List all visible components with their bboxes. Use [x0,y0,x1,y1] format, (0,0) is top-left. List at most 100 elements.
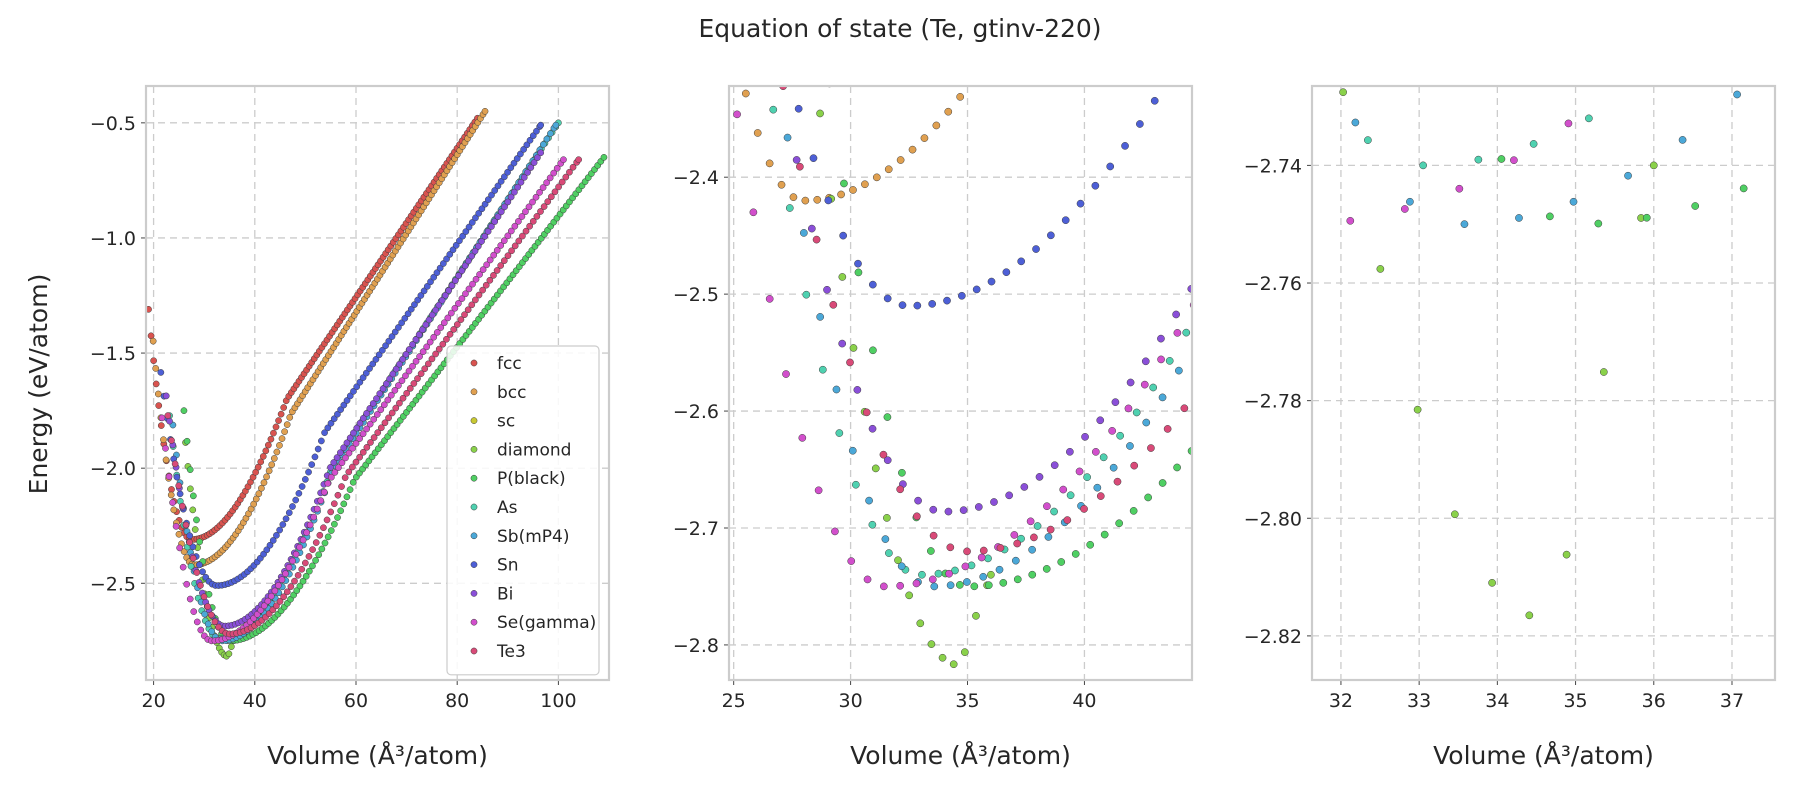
point-sb-mp4- [1678,136,1687,144]
point-sn [330,415,338,423]
point-diamond [972,611,980,620]
point-sn [346,392,354,400]
point-se-gamma- [511,222,519,230]
point-sn [298,483,306,490]
point-p-black- [898,468,906,477]
x-tick-label: 40 [243,690,267,712]
point-sn [913,301,922,310]
x-tick-label: 20 [141,690,165,712]
point-p-black- [180,407,188,414]
point-sn [196,561,203,569]
point-bi [359,414,367,422]
point-se-gamma- [1091,448,1100,456]
point-sn [462,228,470,235]
point-as [1182,328,1191,337]
point-bcc [872,173,881,182]
point-sn [465,223,473,231]
point-bi [807,224,816,233]
point-p-black- [1739,184,1748,193]
point-as [1050,507,1058,516]
point-se-gamma- [190,608,198,615]
point-te3 [963,547,971,556]
point-se-gamma- [384,396,392,404]
point-se-gamma- [303,529,311,536]
point-te3 [1080,505,1088,513]
x-tick-label: 35 [1563,690,1587,712]
point-se-gamma- [165,473,173,480]
point-te3 [829,300,838,309]
point-bi [959,506,968,514]
point-as [1165,357,1174,365]
point-sn [301,476,309,483]
point-sn [1047,231,1055,240]
x-tick-label: 35 [955,690,979,712]
point-fcc [157,422,165,429]
point-sn [456,237,463,245]
point-as [1116,431,1125,440]
point-fcc [265,441,272,449]
point-diamond [927,640,936,648]
point-as [934,569,943,578]
point-sn [295,490,303,497]
point-sn [854,259,862,268]
point-bcc [861,180,869,189]
point-sn [507,164,515,172]
point-se-gamma- [176,544,183,552]
point-se-gamma- [356,435,363,442]
point-sn [375,351,383,359]
point-se-gamma- [296,543,303,551]
point-te3 [443,335,450,343]
point-diamond [1599,368,1608,376]
point-bcc [268,461,276,469]
point-sn [452,241,460,249]
point-sn [343,397,351,404]
point-te3 [410,380,418,387]
point-te3 [500,257,508,264]
point-p-black- [970,582,979,591]
point-sb-mp4- [800,229,808,237]
point-se-gamma- [172,523,180,530]
legend: fcc bcc sc diamond P(black) As Sb(mP4) Sn Bi Se(g… [446,345,600,676]
point-te3 [171,460,179,468]
point-as [1474,155,1483,164]
point-te3 [396,399,403,407]
point-sn [321,429,328,437]
point-bi [792,156,801,164]
y-tick-label: −2.5 [90,573,136,595]
point-se-gamma- [782,370,790,378]
point-diamond [987,570,995,579]
point-se-gamma- [342,454,349,462]
point-p-black- [337,507,345,515]
point-te3 [352,458,360,466]
point-sn [1091,181,1100,190]
point-p-black- [196,538,203,546]
point-se-gamma- [412,358,420,365]
point-te3 [302,559,309,567]
point-diamond [894,556,902,565]
point-bcc [837,190,845,199]
point-te3 [276,598,284,605]
point-te3 [529,217,537,225]
point-bi [333,454,341,461]
point-fcc [150,357,157,365]
point-bcc [932,121,941,130]
point-te3 [468,301,476,309]
legend-entry: sc [497,412,515,432]
point-sb-mp4- [204,620,212,628]
point-p-black- [1086,540,1095,549]
point-bcc [152,365,160,372]
point-sn [289,503,296,510]
point-sn [266,541,274,549]
point-diamond [189,506,197,514]
point-diamond [1488,578,1496,587]
legend-entry: Bi [497,584,513,604]
point-diamond [905,591,914,600]
legend-entry: As [497,498,518,518]
point-bi [343,439,351,447]
point-se-gamma- [345,449,353,457]
point-te3 [363,444,371,451]
point-bi [350,429,357,437]
point-sb-mp4- [897,562,906,571]
x-axis-label: Volume (Å³/atom) [267,741,488,770]
legend-marker [470,503,478,511]
